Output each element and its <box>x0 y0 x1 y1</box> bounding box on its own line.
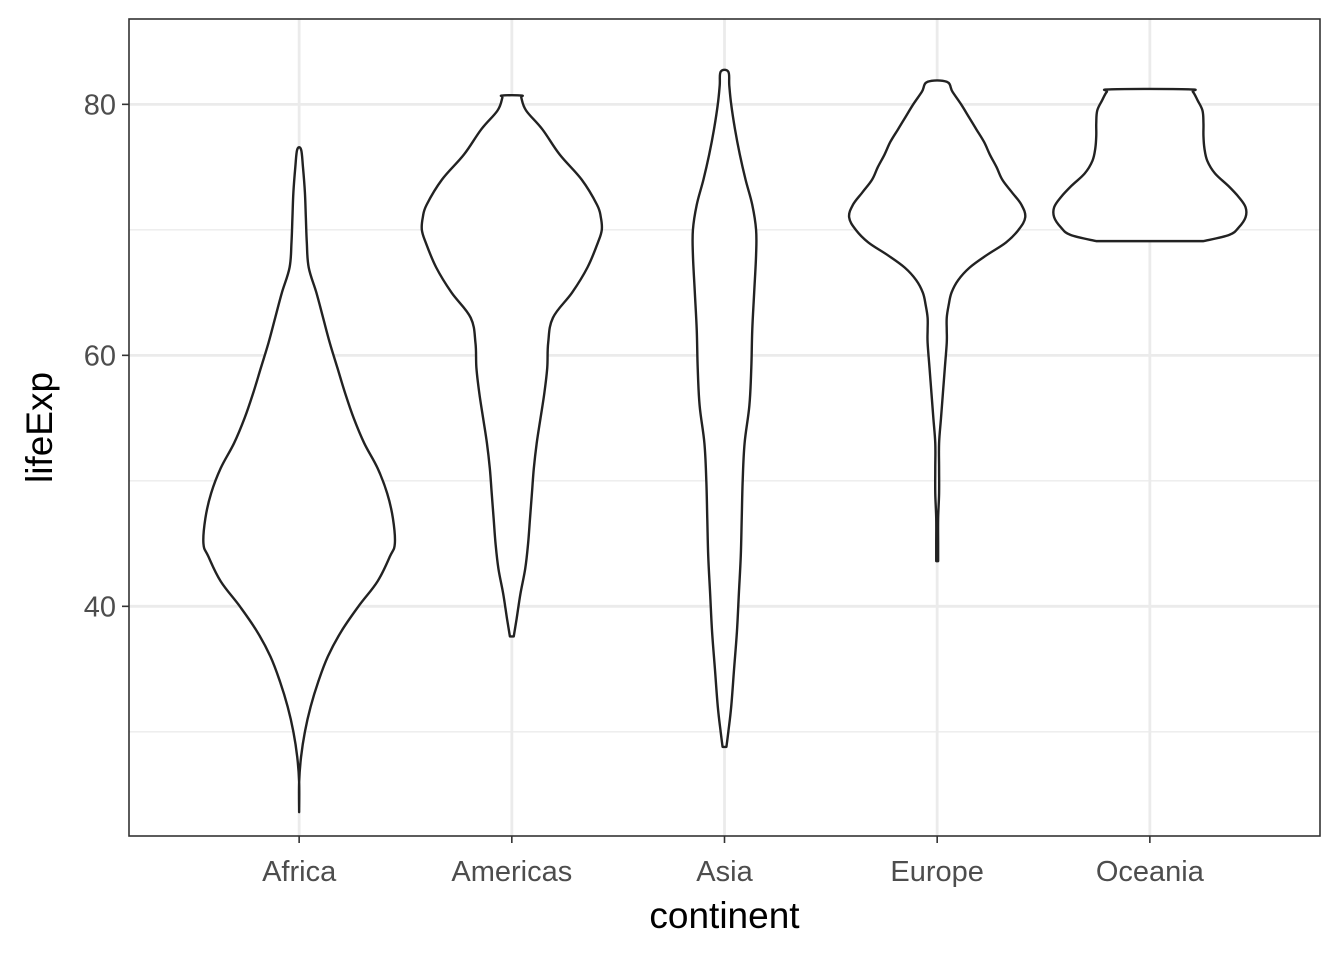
y-tick-label: 60 <box>84 340 116 372</box>
x-tick-label: Africa <box>262 856 337 888</box>
y-axis-title: lifeExp <box>19 372 60 483</box>
y-axis: 40 60 80 <box>84 89 129 623</box>
violins <box>202 68 1248 814</box>
x-tick-label: Asia <box>696 856 753 888</box>
violin-africa <box>202 145 397 814</box>
violin-americas <box>420 94 604 638</box>
x-tick-label: Americas <box>451 856 572 888</box>
x-axis-title: continent <box>649 895 800 936</box>
x-axis: Africa Americas Asia Europe Oceania <box>262 836 1205 888</box>
y-tick-label: 40 <box>84 591 116 623</box>
violin-oceania <box>1052 87 1248 243</box>
violin-asia <box>691 68 758 749</box>
x-tick-label: Europe <box>890 856 984 888</box>
x-tick-label: Oceania <box>1096 856 1205 888</box>
y-tick-label: 80 <box>84 89 116 121</box>
violin-europe <box>847 79 1027 563</box>
